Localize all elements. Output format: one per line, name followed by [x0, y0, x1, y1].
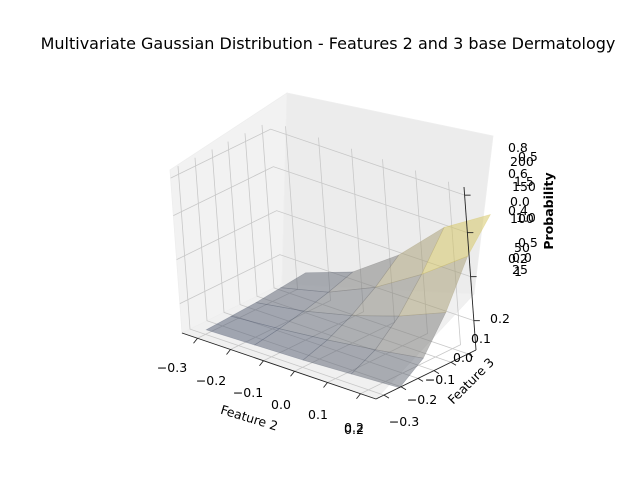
z-tick-label: 25: [512, 262, 528, 277]
x-tick-label: 0.1: [308, 407, 328, 422]
z-tick-labels: 0.8 0.6 0.4 0.2 200 150 100 50 0.5 0.0 1…: [508, 140, 538, 279]
y-tick-label: −0.2: [407, 392, 437, 407]
axes: [181, 186, 480, 400]
gridline: [177, 166, 385, 396]
y-tick-mark: [433, 370, 440, 374]
z-tick-label: 0.6: [508, 166, 528, 181]
y-tick-label: −0.1: [425, 372, 455, 387]
y-tick-labels: −0.3 −0.2 −0.1 0.0 0.1 0.2: [389, 311, 510, 429]
z-tick-label: 150: [512, 179, 536, 194]
z-tick-label: 0.5: [518, 149, 538, 164]
surface-patch: [279, 271, 354, 293]
x-tick-label: −0.3: [157, 360, 187, 375]
z-tick-label: 200: [510, 154, 534, 169]
z-tick-label: 100: [510, 211, 534, 226]
y-tick-mark: [400, 386, 407, 391]
x-tick-label: 0.0: [271, 397, 291, 412]
y-tick-mark: [467, 353, 474, 358]
z-tick-label: 1: [514, 264, 522, 279]
y-tick-mark: [383, 394, 390, 399]
x-tick-mark: [193, 337, 198, 344]
x-axis-line: [181, 332, 377, 400]
x-tick-label: 0.2: [344, 422, 364, 437]
x-tick-mark: [226, 349, 231, 355]
y-tick-label: 0.0: [453, 350, 473, 365]
z-tick-label: 0.2: [508, 251, 528, 266]
x-tick-mark: [259, 360, 264, 367]
x-tick-label: −0.2: [196, 373, 226, 388]
y-tick-label: −0.3: [389, 414, 419, 429]
z-tick-label: 0.0: [510, 194, 530, 209]
y-tick-mark: [450, 361, 457, 366]
x-tick-labels: −0.3 −0.2 −0.1 0.0 0.1 0.2 0.2: [157, 360, 364, 437]
y-tick-label: 0.2: [490, 311, 510, 326]
z-tick-label: 0.4: [508, 203, 528, 218]
gridline: [170, 128, 465, 196]
surface-plot: [205, 214, 492, 389]
x-tick-label: 0.2: [344, 420, 364, 435]
x-tick-mark: [323, 382, 328, 388]
z-tick-label: 0.5: [518, 235, 538, 250]
z-tick-label: 50: [514, 240, 530, 255]
x-tick-mark: [356, 393, 361, 400]
z-tick-label: 1.5: [514, 174, 534, 189]
gridline: [173, 166, 468, 234]
z-tick-label: 1.0: [516, 210, 536, 225]
y-tick-mark: [417, 378, 424, 382]
x-tick-mark: [290, 370, 295, 377]
z-axis-line: [463, 186, 477, 351]
surface-patch: [420, 214, 492, 275]
z-axis-label: Probability: [541, 172, 556, 249]
y-axis-line: [375, 349, 477, 400]
chart-title: Multivariate Gaussian Distribution - Fea…: [41, 34, 616, 53]
z-tick-label: 0.8: [508, 140, 528, 155]
z-tick-label: 0.0: [512, 250, 532, 265]
x-tick-label: −0.1: [233, 385, 263, 400]
y-tick-label: 0.1: [471, 331, 491, 346]
